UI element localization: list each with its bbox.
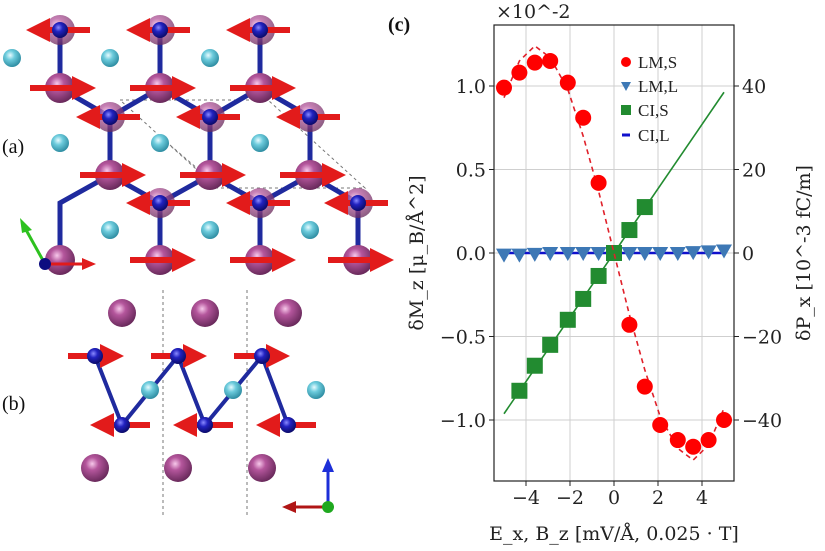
panel-b-label: (b) bbox=[2, 393, 26, 415]
data-point bbox=[542, 52, 559, 69]
y-tick-label-right: 20 bbox=[742, 160, 766, 182]
y-tick-label-left: 0.0 bbox=[456, 243, 486, 265]
axes-triad-b bbox=[282, 458, 334, 513]
data-point bbox=[542, 247, 559, 261]
data-point bbox=[636, 247, 653, 261]
y-tick-label-right: −40 bbox=[742, 410, 782, 432]
data-point bbox=[542, 336, 559, 353]
structure-top-view bbox=[3, 15, 394, 275]
x-tick-label: 4 bbox=[696, 487, 708, 509]
x-tick-label: −4 bbox=[512, 487, 540, 509]
series-layer bbox=[496, 44, 732, 462]
legend-entry: LM,S bbox=[638, 53, 677, 72]
data-point bbox=[496, 79, 512, 96]
data-point bbox=[575, 290, 592, 307]
data-point bbox=[716, 412, 732, 428]
y-axis-label-left: δM_z [μ_B/Å^2] bbox=[406, 175, 428, 330]
ligand-atoms bbox=[3, 49, 319, 239]
structure-side-view bbox=[68, 290, 334, 518]
x-axis-label: E_x, B_z [mV/Å, 0.025 · T] bbox=[489, 523, 739, 545]
x-tick-label: 0 bbox=[608, 487, 620, 509]
x-tick-label: −2 bbox=[556, 487, 584, 509]
data-point bbox=[526, 247, 543, 262]
data-point bbox=[590, 267, 607, 284]
data-point bbox=[511, 382, 528, 399]
data-point bbox=[575, 247, 592, 261]
spin-arrows bbox=[25, 17, 394, 272]
data-point bbox=[669, 247, 686, 261]
data-point bbox=[496, 248, 512, 263]
data-point bbox=[685, 246, 702, 261]
data-point bbox=[511, 248, 528, 263]
y-multiplier: ×10^-2 bbox=[496, 1, 571, 23]
legend-entry: LM,L bbox=[638, 77, 678, 96]
data-point bbox=[526, 357, 543, 374]
data-point bbox=[669, 432, 686, 449]
small-atoms bbox=[52, 22, 366, 211]
data-point bbox=[621, 222, 638, 239]
legend-entry: CI,L bbox=[638, 126, 670, 145]
data-point bbox=[700, 432, 717, 449]
y-tick-label-left: −1.0 bbox=[440, 410, 486, 432]
data-point bbox=[606, 245, 622, 261]
data-point bbox=[652, 247, 669, 261]
series-line bbox=[503, 44, 725, 462]
y-tick-label-right: 40 bbox=[742, 76, 766, 98]
y-tick-label-left: −0.5 bbox=[440, 327, 486, 349]
x-tick-label: 2 bbox=[652, 487, 664, 509]
ligand-atoms-side bbox=[141, 381, 325, 399]
panel-c-label: (c) bbox=[388, 14, 411, 36]
data-point bbox=[636, 378, 653, 395]
data-point bbox=[511, 64, 528, 81]
data-point bbox=[575, 109, 592, 126]
y-tick-label-left: 1.0 bbox=[456, 76, 486, 98]
data-point bbox=[652, 417, 669, 434]
axes-triad-a bbox=[20, 218, 96, 270]
data-point bbox=[559, 247, 576, 261]
data-point bbox=[590, 247, 607, 261]
data-point bbox=[685, 438, 702, 455]
y-axis-label-right: δP_x [10^-3 fC/m] bbox=[793, 165, 815, 341]
data-point bbox=[700, 245, 717, 260]
y-tick-label-right: −20 bbox=[742, 327, 782, 349]
data-point bbox=[716, 244, 732, 259]
data-point bbox=[559, 311, 576, 328]
y-tick-label-left: 0.5 bbox=[456, 160, 486, 182]
data-point bbox=[621, 247, 638, 261]
large-atoms-side bbox=[81, 299, 302, 482]
data-point bbox=[559, 74, 576, 91]
data-point bbox=[621, 316, 638, 333]
small-atoms-side bbox=[87, 348, 296, 433]
data-point bbox=[526, 54, 543, 71]
legend-entry: CI,S bbox=[638, 101, 669, 120]
y-tick-label-right: 0 bbox=[742, 243, 754, 265]
data-point bbox=[636, 199, 653, 216]
data-point bbox=[590, 174, 607, 191]
panel-a-label: (a) bbox=[2, 136, 25, 158]
legend: LM,S LM,L CI,S CI,L bbox=[621, 53, 678, 145]
